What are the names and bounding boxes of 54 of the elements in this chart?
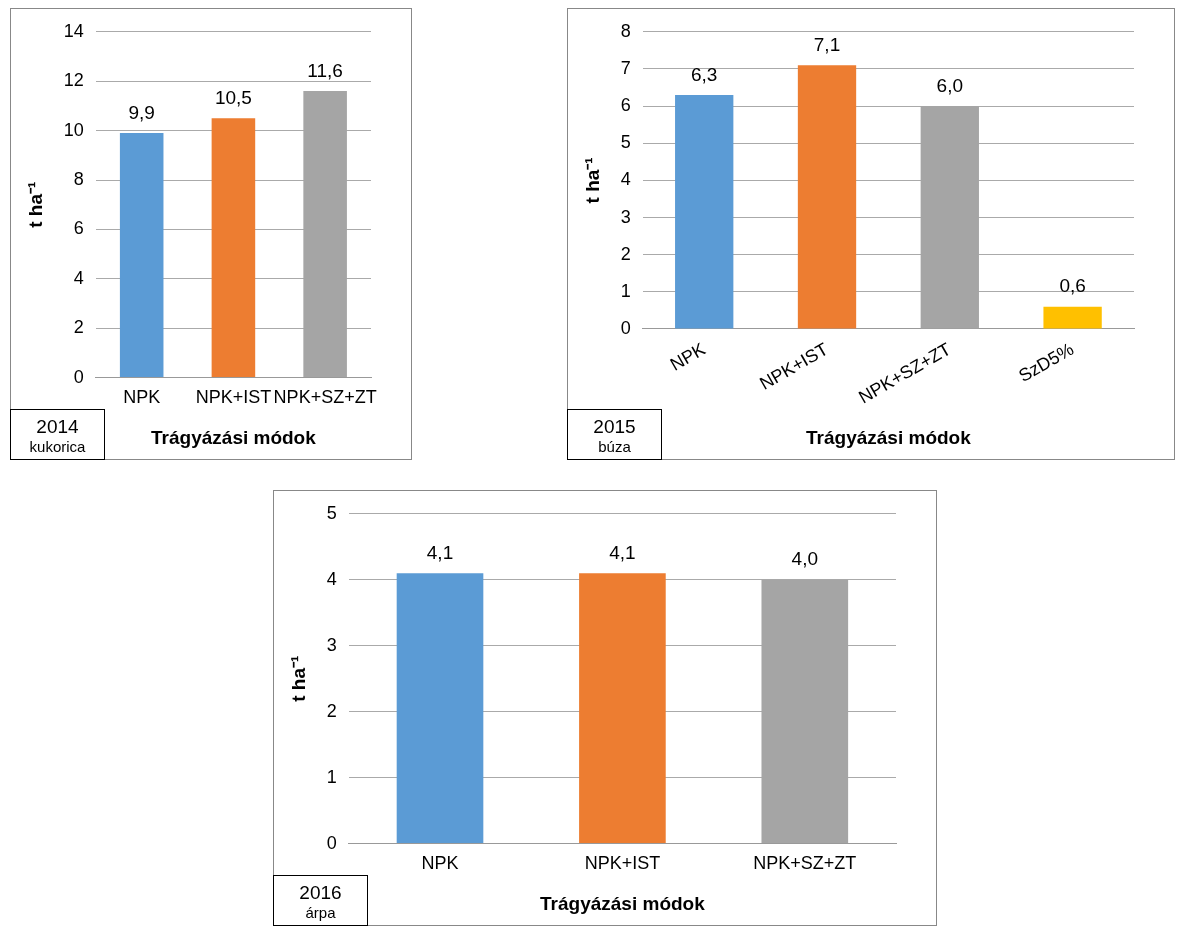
y-tick-label: 0 xyxy=(73,366,84,387)
y-tick-label: 6 xyxy=(620,95,631,116)
caption-box: 2016 árpa xyxy=(273,875,368,926)
x-tick-label: NPK xyxy=(666,338,709,375)
x-axis-title: Trágyázási módok xyxy=(151,426,317,448)
bar xyxy=(119,133,164,378)
bar xyxy=(797,65,857,329)
data-label: 4,1 xyxy=(609,541,636,563)
y-tick-label: 14 xyxy=(63,20,84,41)
data-label: 10,5 xyxy=(214,86,252,108)
y-axis-title: t ha⁻¹ xyxy=(287,655,309,702)
y-tick-label: 4 xyxy=(73,267,84,288)
y-tick-label: 6 xyxy=(73,218,84,239)
y-tick-label: 0 xyxy=(326,832,337,853)
caption-box: 2015 búza xyxy=(567,409,662,460)
y-tick-label: 1 xyxy=(620,280,631,301)
data-label: 0,6 xyxy=(1059,275,1086,297)
y-axis-title: t ha⁻¹ xyxy=(581,157,603,204)
x-tick-label: NPK+SZ+ZT xyxy=(753,853,857,874)
y-tick-label: 2 xyxy=(73,317,84,338)
y-tick-label: 1 xyxy=(326,766,337,787)
data-label: 6,0 xyxy=(936,74,964,96)
y-tick-label: 0 xyxy=(620,317,631,338)
caption-box: 2014 kukorica xyxy=(10,409,105,460)
x-axis-title: Trágyázási módok xyxy=(540,892,706,914)
y-tick-label: 5 xyxy=(620,132,631,153)
y-tick-label: 2 xyxy=(326,700,337,721)
y-tick-label: 4 xyxy=(326,568,337,589)
y-tick-label: 5 xyxy=(326,502,337,523)
y-axis-title: t ha⁻¹ xyxy=(24,181,46,228)
data-label: 4,1 xyxy=(426,541,454,563)
bar xyxy=(675,94,734,329)
y-tick-label: 3 xyxy=(326,634,337,655)
bar xyxy=(211,118,256,378)
data-label: 4,0 xyxy=(791,548,819,570)
x-tick-label: NPK+IST xyxy=(584,853,661,874)
x-tick-label: NPK+SZ+ZT xyxy=(273,387,377,408)
x-tick-label: NPK xyxy=(123,387,161,408)
data-label: 9,9 xyxy=(128,101,155,123)
bar xyxy=(1043,306,1102,329)
y-tick-label: 10 xyxy=(63,119,84,140)
y-tick-label: 12 xyxy=(63,70,84,91)
data-label: 7,1 xyxy=(813,33,841,55)
y-tick-label: 3 xyxy=(620,206,631,227)
data-label: 11,6 xyxy=(307,59,343,81)
y-tick-label: 8 xyxy=(73,168,84,189)
y-tick-label: 4 xyxy=(620,169,631,190)
y-tick-label: 2 xyxy=(620,243,631,264)
data-label: 6,3 xyxy=(691,63,718,85)
y-tick-label: 8 xyxy=(620,20,631,41)
y-tick-label: 7 xyxy=(620,57,631,78)
x-axis-title: Trágyázási módok xyxy=(806,426,972,448)
x-tick-label: NPK+IST xyxy=(195,387,272,408)
x-tick-label: NPK xyxy=(421,853,459,874)
